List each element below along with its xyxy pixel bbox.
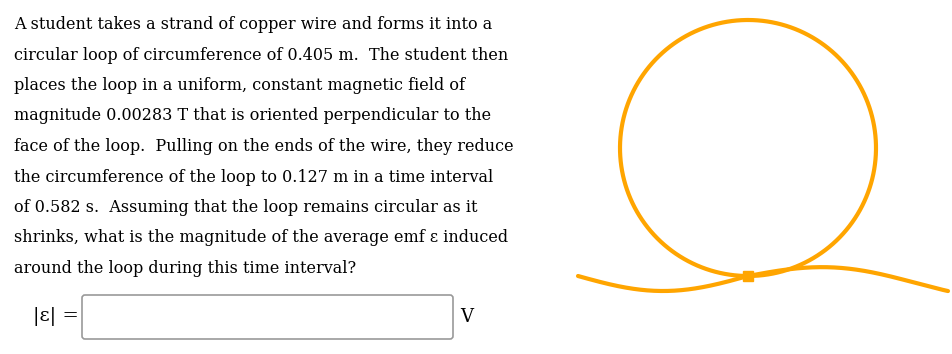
Text: of 0.582 s.  Assuming that the loop remains circular as it: of 0.582 s. Assuming that the loop remai… [14, 199, 478, 216]
Text: the circumference of the loop to 0.127 m in a time interval: the circumference of the loop to 0.127 m… [14, 169, 493, 185]
FancyBboxPatch shape [82, 295, 453, 339]
Text: around the loop during this time interval?: around the loop during this time interva… [14, 260, 356, 277]
Text: A student takes a strand of copper wire and forms it into a: A student takes a strand of copper wire … [14, 16, 492, 33]
Text: face of the loop.  Pulling on the ends of the wire, they reduce: face of the loop. Pulling on the ends of… [14, 138, 514, 155]
Text: places the loop in a uniform, constant magnetic field of: places the loop in a uniform, constant m… [14, 77, 465, 94]
Text: circular loop of circumference of 0.405 m.  The student then: circular loop of circumference of 0.405 … [14, 46, 508, 63]
Text: |ε| =: |ε| = [33, 308, 79, 326]
Text: V: V [460, 308, 473, 326]
Text: magnitude 0.00283 T that is oriented perpendicular to the: magnitude 0.00283 T that is oriented per… [14, 108, 491, 125]
Text: shrinks, what is the magnitude of the average emf ε induced: shrinks, what is the magnitude of the av… [14, 229, 508, 246]
